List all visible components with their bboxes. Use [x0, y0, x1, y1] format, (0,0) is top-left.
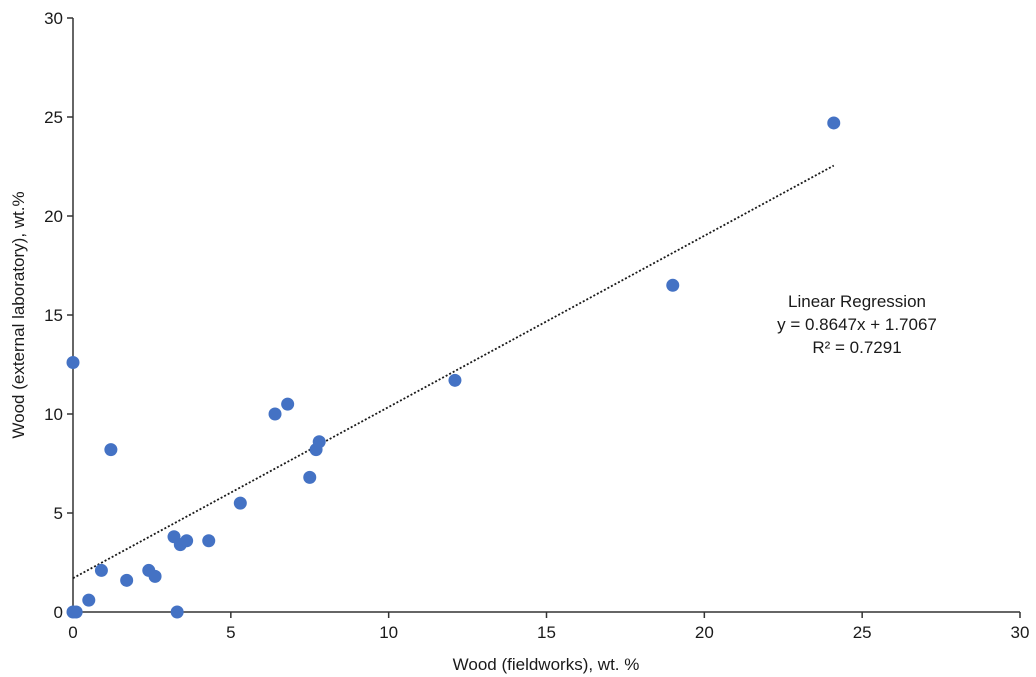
data-point-1 — [69, 605, 83, 619]
data-point-2 — [66, 356, 80, 370]
data-point-17 — [303, 470, 317, 484]
y-tick-label: 10 — [44, 405, 63, 424]
data-point-10 — [170, 605, 184, 619]
data-point-20 — [448, 373, 462, 387]
data-point-6 — [120, 573, 134, 587]
y-tick-label: 0 — [54, 603, 63, 622]
x-tick-label: 5 — [226, 623, 235, 642]
ticks — [67, 17, 1021, 618]
annotation-line-1: Linear Regression — [788, 292, 926, 311]
data-point-16 — [281, 397, 295, 411]
data-point-14 — [233, 496, 247, 510]
tick-labels: 0 5 10 15 20 25 30 0 5 10 15 20 25 30 — [44, 9, 1029, 642]
data-point-8 — [148, 569, 162, 583]
y-tick-label: 25 — [44, 108, 63, 127]
data-point-21 — [666, 278, 680, 292]
x-tick-label: 0 — [68, 623, 77, 642]
y-tick-label: 5 — [54, 504, 63, 523]
x-tick-label: 20 — [695, 623, 714, 642]
y-tick-label: 15 — [44, 306, 63, 325]
data-point-12 — [180, 534, 194, 548]
data-points — [66, 116, 841, 619]
x-tick-label: 15 — [537, 623, 556, 642]
data-point-15 — [268, 407, 282, 421]
data-point-19 — [312, 435, 326, 449]
x-tick-label: 10 — [379, 623, 398, 642]
data-point-13 — [202, 534, 216, 548]
data-point-5 — [104, 443, 118, 457]
x-tick-label: 30 — [1011, 623, 1030, 642]
data-point-22 — [827, 116, 841, 130]
x-tick-label: 25 — [853, 623, 872, 642]
data-point-3 — [82, 593, 96, 607]
regression-annotation: Linear Regression y = 0.8647x + 1.7067 R… — [777, 292, 937, 357]
annotation-line-3: R² = 0.7291 — [812, 338, 901, 357]
trendline — [72, 164, 835, 579]
x-axis-title: Wood (fieldworks), wt. % — [453, 655, 640, 674]
data-point-4 — [94, 563, 108, 577]
annotation-line-2: y = 0.8647x + 1.7067 — [777, 315, 937, 334]
y-tick-label: 20 — [44, 207, 63, 226]
y-axis-title: Wood (external laboratory), wt.% — [9, 191, 28, 438]
y-tick-label: 30 — [44, 9, 63, 28]
